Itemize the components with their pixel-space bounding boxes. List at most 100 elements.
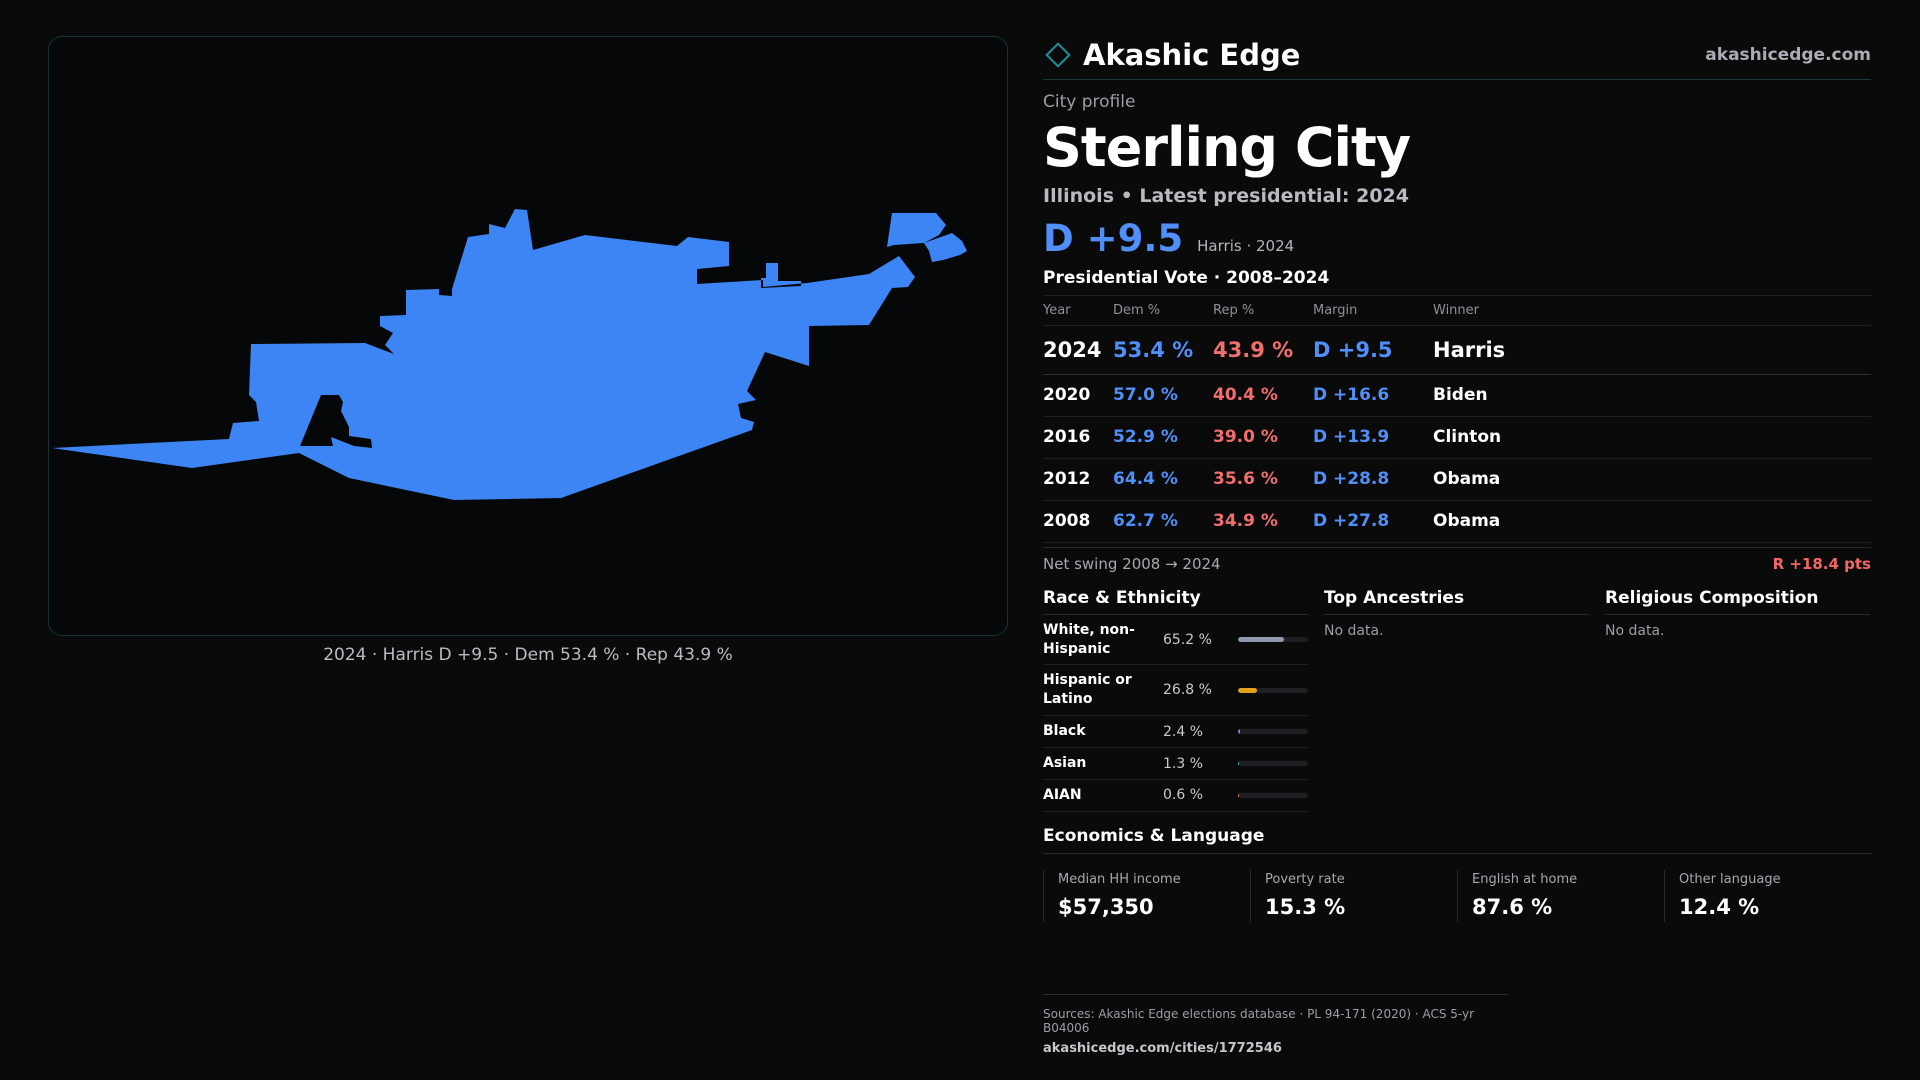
table-row[interactable]: 2024 53.4 % 43.9 % D +9.5 Harris <box>1043 325 1871 375</box>
race-section: Race & Ethnicity White, non-Hispanic 65.… <box>1043 583 1308 812</box>
margin-cell: D +28.8 <box>1313 458 1433 501</box>
net-swing: Net swing 2008 → 2024 R +18.4 pts <box>1043 546 1871 581</box>
margin-cell: D +16.6 <box>1313 374 1433 417</box>
ancestries-title: Top Ancestries <box>1324 583 1589 615</box>
list-item[interactable]: Black 2.4 % <box>1043 716 1308 749</box>
stat-median-income: Median HH income $57,350 <box>1043 869 1250 922</box>
stat-label: Poverty rate <box>1265 871 1345 887</box>
race-label: White, non-Hispanic <box>1043 621 1135 657</box>
swing-label: Net swing 2008 → 2024 <box>1043 555 1221 574</box>
stat-value: $57,350 <box>1058 894 1154 919</box>
diamond-logo-icon <box>1045 41 1071 68</box>
headline-margin: D +9.5 Harris · 2024 <box>1043 217 1871 260</box>
race-bar-track <box>1238 729 1308 735</box>
table-header-row: Year Dem % Rep % Margin Winner <box>1043 294 1871 326</box>
stat-poverty-rate: Poverty rate 15.3 % <box>1250 869 1457 922</box>
race-bar-track <box>1238 792 1308 798</box>
religion-title: Religious Composition <box>1605 583 1870 615</box>
table-row[interactable]: 2016 52.9 % 39.0 % D +13.9 Clinton <box>1043 416 1871 459</box>
year-cell: 2024 <box>1043 325 1113 375</box>
race-bar-fill <box>1238 637 1284 643</box>
footer: Sources: Akashic Edge elections database… <box>1043 994 1508 1056</box>
race-bar-fill <box>1238 792 1240 798</box>
rep-cell: 39.0 % <box>1213 416 1313 459</box>
race-value: 0.6 % <box>1163 787 1204 804</box>
demographics-columns: Race & Ethnicity White, non-Hispanic 65.… <box>1043 583 1871 812</box>
margin-note: Harris · 2024 <box>1197 236 1295 255</box>
dem-cell: 53.4 % <box>1113 325 1213 375</box>
winner-cell: Clinton <box>1433 416 1871 459</box>
year-cell: 2008 <box>1043 500 1113 543</box>
margin-cell: D +27.8 <box>1313 500 1433 543</box>
list-item[interactable]: Hispanic or Latino 26.8 % <box>1043 665 1308 717</box>
city-boundary-map <box>52 209 967 500</box>
profile-kicker: City profile <box>1043 92 1136 112</box>
map-panel[interactable] <box>48 36 1008 636</box>
winner-cell: Biden <box>1433 374 1871 417</box>
stat-value: 87.6 % <box>1472 894 1553 919</box>
page-title: Sterling City <box>1043 116 1411 179</box>
winner-cell: Harris <box>1433 325 1871 375</box>
economics-stats: Median HH income $57,350 Poverty rate 15… <box>1043 869 1871 922</box>
economics-title: Economics & Language <box>1043 820 1871 854</box>
race-bar-fill <box>1238 761 1240 767</box>
ancestries-section: Top Ancestries No data. <box>1324 583 1589 812</box>
religion-section: Religious Composition No data. <box>1605 583 1870 812</box>
race-bar-track <box>1238 761 1308 767</box>
list-item[interactable]: White, non-Hispanic 65.2 % <box>1043 615 1308 666</box>
race-value: 65.2 % <box>1163 631 1212 648</box>
winner-cell: Obama <box>1433 458 1871 501</box>
table-row[interactable]: 2012 64.4 % 35.6 % D +28.8 Obama <box>1043 458 1871 501</box>
dem-cell: 64.4 % <box>1113 458 1213 501</box>
race-label: Hispanic or Latino <box>1043 672 1132 708</box>
table-row[interactable]: 2020 57.0 % 40.4 % D +16.6 Biden <box>1043 374 1871 417</box>
page-url-link[interactable]: akashicedge.com/cities/1772546 <box>1043 1041 1282 1056</box>
presidential-title: Presidential Vote · 2008–2024 <box>1043 267 1330 288</box>
race-value: 26.8 % <box>1163 682 1212 699</box>
race-value: 1.3 % <box>1163 755 1204 772</box>
race-bar-track <box>1238 637 1308 643</box>
race-label: Black <box>1043 723 1086 740</box>
stat-other-language: Other language 12.4 % <box>1664 869 1871 922</box>
brand-url-link[interactable]: akashicedge.com <box>1705 44 1871 65</box>
ancestries-empty: No data. <box>1324 622 1384 639</box>
sources-text: Sources: Akashic Edge elections database… <box>1043 1007 1475 1035</box>
winner-cell: Obama <box>1433 500 1871 543</box>
stat-english-home: English at home 87.6 % <box>1457 869 1664 922</box>
list-item[interactable]: Asian 1.3 % <box>1043 748 1308 781</box>
stat-label: English at home <box>1472 871 1578 887</box>
dem-cell: 57.0 % <box>1113 374 1213 417</box>
race-list: White, non-Hispanic 65.2 % Hispanic or L… <box>1043 615 1308 812</box>
dem-cell: 62.7 % <box>1113 500 1213 543</box>
margin-cell: D +13.9 <box>1313 416 1433 459</box>
religion-empty: No data. <box>1605 622 1665 639</box>
rep-cell: 34.9 % <box>1213 500 1313 543</box>
race-bar-fill <box>1238 729 1240 735</box>
stat-label: Other language <box>1679 871 1781 887</box>
table-row[interactable]: 2008 62.7 % 34.9 % D +27.8 Obama <box>1043 500 1871 543</box>
brand-name: Akashic Edge <box>1083 37 1301 72</box>
dem-cell: 52.9 % <box>1113 416 1213 459</box>
brand-header: Akashic Edge akashicedge.com <box>1043 30 1871 80</box>
stat-value: 12.4 % <box>1679 894 1760 919</box>
stat-value: 15.3 % <box>1265 894 1346 919</box>
header-year: Year <box>1043 294 1113 326</box>
list-item[interactable]: AIAN 0.6 % <box>1043 780 1308 812</box>
stat-label: Median HH income <box>1058 871 1181 887</box>
brand[interactable]: Akashic Edge <box>1043 38 1300 72</box>
header-winner: Winner <box>1433 294 1871 326</box>
city-boundary-shape[interactable] <box>52 209 967 500</box>
margin-cell: D +9.5 <box>1313 325 1433 375</box>
race-bar-fill <box>1238 687 1257 693</box>
year-cell: 2016 <box>1043 416 1113 459</box>
rep-cell: 35.6 % <box>1213 458 1313 501</box>
header-dem: Dem % <box>1113 294 1213 326</box>
race-value: 2.4 % <box>1163 723 1204 740</box>
year-cell: 2020 <box>1043 374 1113 417</box>
profile-panel: Akashic Edge akashicedge.com City profil… <box>1043 30 1871 922</box>
race-bar-track <box>1238 687 1308 693</box>
year-cell: 2012 <box>1043 458 1113 501</box>
header-margin: Margin <box>1313 294 1433 326</box>
rep-cell: 43.9 % <box>1213 325 1313 375</box>
city-subtitle: Illinois • Latest presidential: 2024 <box>1043 184 1410 207</box>
